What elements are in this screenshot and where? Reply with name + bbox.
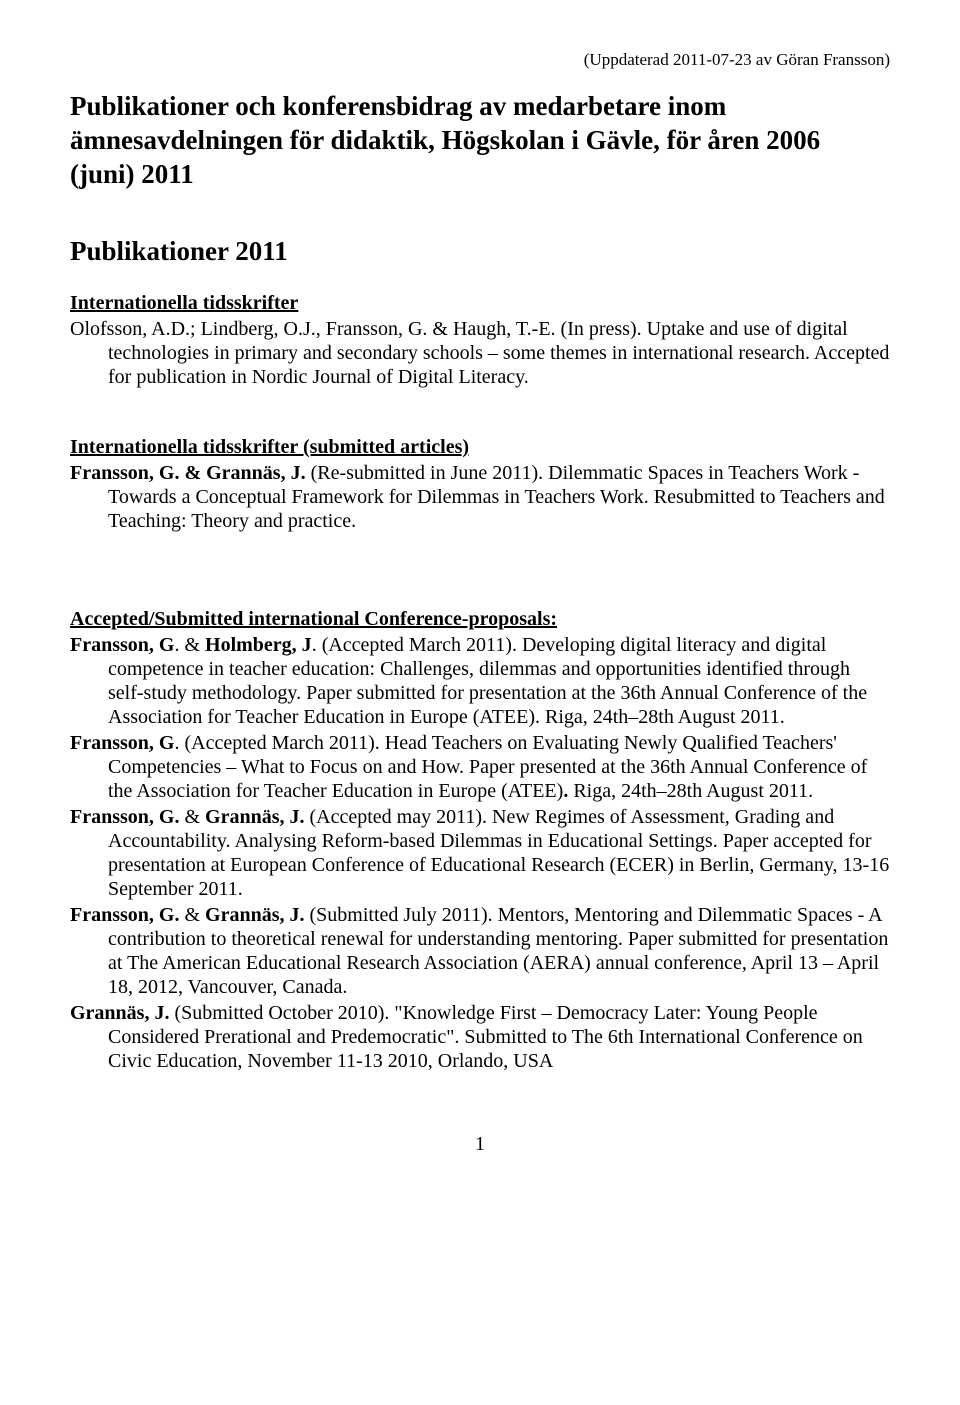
bibliography-entry: Grannäs, J. (Submitted October 2010). "K…: [70, 1001, 890, 1073]
author-name: Fransson, G.: [70, 806, 179, 828]
author-name: Fransson, G: [70, 634, 174, 656]
entry-text: . &: [174, 634, 205, 656]
author-name: Fransson, G.: [70, 904, 179, 926]
document-page: (Uppdaterad 2011-07-23 av Göran Fransson…: [0, 0, 960, 1196]
section-heading-submitted: Internationella tidsskrifter (submitted …: [70, 436, 890, 459]
author-name: Grannäs, J.: [205, 806, 304, 828]
entry-text: .: [563, 780, 573, 802]
bibliography-entry: Fransson, G. & Grannäs, J. (Accepted may…: [70, 805, 890, 901]
page-number: 1: [70, 1133, 890, 1156]
bibliography-entry: Fransson, G. & Holmberg, J. (Accepted Ma…: [70, 633, 890, 729]
author-name: Holmberg, J: [205, 634, 312, 656]
author-name: Grannäs, J.: [70, 1002, 169, 1024]
bibliography-entry: Fransson, G. & Grannäs, J. (Re-submitted…: [70, 461, 890, 533]
year-heading: Publikationer 2011: [70, 236, 890, 267]
entry-text: &: [179, 904, 205, 926]
entry-text: (Submitted October 2010). "Knowledge Fir…: [108, 1002, 863, 1072]
update-note: (Uppdaterad 2011-07-23 av Göran Fransson…: [70, 50, 890, 70]
bibliography-entry: Olofsson, A.D.; Lindberg, O.J., Fransson…: [70, 317, 890, 389]
bibliography-entry: Fransson, G. & Grannäs, J. (Submitted Ju…: [70, 903, 890, 999]
author-name: Grannäs, J.: [205, 904, 304, 926]
entry-text: &: [179, 806, 205, 828]
author-name: Fransson, G. & Grannäs, J.: [70, 462, 306, 484]
entry-text: Riga, 24th–28th August 2011.: [573, 780, 813, 802]
section-heading-journals: Internationella tidsskrifter: [70, 292, 890, 315]
author-name: Fransson, G: [70, 732, 174, 754]
bibliography-entry: Fransson, G. (Accepted March 2011). Head…: [70, 731, 890, 803]
main-title: Publikationer och konferensbidrag av med…: [70, 90, 890, 191]
section-heading-conference: Accepted/Submitted international Confere…: [70, 608, 890, 631]
